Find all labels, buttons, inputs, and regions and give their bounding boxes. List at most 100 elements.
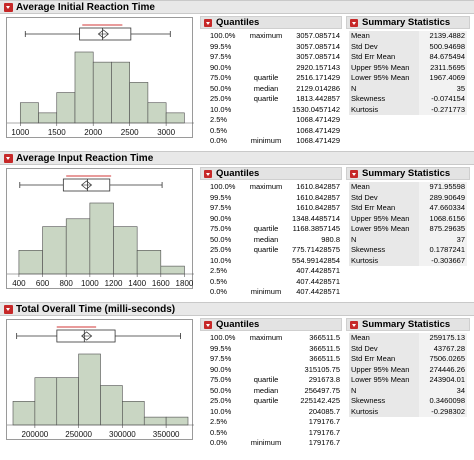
quantile-level: 75.0% [210,375,232,384]
quantile-label [246,417,286,428]
x-tick-label: 1600 [152,279,170,288]
histogram-bar [12,401,36,426]
quantile-label [246,63,286,74]
quantiles-title: Quantiles [216,168,260,179]
quantile-label [246,277,286,288]
histogram-bar [165,416,189,426]
quantile-row: 99.5% 1610.842857 [210,193,340,204]
histogram-bar [42,226,67,275]
quantile-value: 3057.085714 [296,52,340,61]
statistic-name: Std Err Mean [349,203,419,214]
red-triangle-menu-icon[interactable] [4,3,13,12]
quantile-value: 1530.0457142 [292,104,340,114]
summary-statistics-menu-icon[interactable] [350,170,358,178]
quantile-value: 179176.7 [308,438,340,447]
quantile-row: 50.0% median 256497.75 [210,386,340,397]
statistic-value: 0.1787241 [419,245,467,256]
statistic-name: Std Err Mean [349,354,419,365]
summary-statistics-title: Summary Statistics [362,319,451,330]
quantile-value: 366511.5 [309,333,340,342]
quantile-value: 366511.5 [309,343,340,353]
quantile-label: median [253,385,279,395]
summary-statistics-menu-icon[interactable] [350,321,358,329]
red-triangle-menu-icon[interactable] [4,305,13,314]
x-tick-label: 800 [60,279,74,288]
quantiles-menu-icon[interactable] [204,170,212,178]
summary-statistics-menu-icon[interactable] [350,19,358,27]
quantile-level: 25.0% [210,94,232,103]
statistic-row: Upper 95% Mean 2311.5695 [349,62,467,73]
quantile-value: 2920.157143 [296,62,340,72]
quantile-label [246,354,286,365]
quantile-label [246,365,286,376]
red-triangle-menu-icon[interactable] [4,154,13,163]
quantile-row: 25.0% quartile 775.71428575 [210,245,340,256]
quantile-row: 25.0% quartile 1813.442857 [210,94,340,105]
quantile-value: 315105.75 [304,364,340,374]
x-tick-label: 2000 [84,128,102,137]
quantile-label: quartile [253,245,279,254]
histogram-bar [136,250,162,275]
histogram-bar [38,112,58,124]
quantiles-menu-icon[interactable] [204,19,212,27]
panel-initial-reaction-time: Average Initial Reaction Time 1000 1500 20… [0,0,474,150]
quantiles-header: Quantiles [200,318,342,331]
quantile-label [246,126,286,137]
quantile-value: 225142.425 [300,396,340,405]
quantile-row: 0.0% minimum 179176.7 [210,438,340,449]
quantile-label: quartile [253,375,279,384]
histogram-bar [165,112,185,124]
quantiles-menu-icon[interactable] [204,321,212,329]
quantile-row: 75.0% quartile 1168.3857145 [210,224,340,235]
histogram-bar [122,401,145,426]
quantile-label [246,193,286,204]
quantile-row: 75.0% quartile 291673.8 [210,375,340,386]
x-tick-label: 1000 [11,128,29,137]
statistic-name: Std Dev [349,192,419,203]
statistic-value: 0.3460098 [419,396,467,407]
quantile-label [246,115,286,126]
summary-statistics-table: Mean 2139.4882 Std Dev 500.94698 Std Err Mea… [349,31,467,115]
quantile-level: 75.0% [210,224,232,233]
panel-title: Total Overall Time (milli-seconds) [16,304,176,315]
histogram-plot: 400 600 800 1000 1200 1400 1600 1800 [6,168,194,289]
quantile-value: 1068.471429 [296,136,340,145]
statistic-row: Lower 95% Mean 1967.4069 [349,73,467,84]
summary-statistics-table: Mean 259175.13 Std Dev 43767.28 Std Err Mean… [349,333,467,417]
quantile-label [246,407,286,418]
histogram-bar [92,61,112,124]
histogram-bar [160,265,185,275]
quantile-label: median [253,83,279,93]
statistic-name: Std Dev [349,41,419,52]
statistic-name: Kurtosis [349,406,419,417]
statistic-name: N [349,385,419,396]
quantile-value: 3057.085714 [296,41,340,51]
statistic-row: Upper 95% Mean 274446.26 [349,364,467,375]
statistic-value: -0.303667 [419,255,467,266]
statistic-name: Lower 95% Mean [349,375,419,386]
panel-header: Total Overall Time (milli-seconds) [0,302,474,316]
quantile-value: 2129.014286 [296,83,340,93]
summary-statistics-table: Mean 971.95598 Std Dev 289.90649 Std Err Mea… [349,182,467,266]
x-tick-label: 600 [36,279,50,288]
panel-title: Average Input Reaction Time [16,153,154,164]
quantile-row: 2.5% 1068.471429 [210,115,340,126]
statistic-value: 43767.28 [419,343,467,354]
quantile-row: 100.0% maximum 3057.085714 [210,31,340,42]
quantile-row: 97.5% 1610.842857 [210,203,340,214]
statistic-value: 7506.0265 [419,354,467,365]
quantile-value: 3057.085714 [296,31,340,40]
quantile-value: 407.4428571 [296,287,340,296]
quantile-level: 99.5% [210,343,232,353]
histogram-bar [78,353,101,426]
x-tick-label: 400 [12,279,26,288]
statistic-value: 875.29635 [419,224,467,235]
quantile-row: 90.0% 1348.4485714 [210,214,340,225]
summary-statistics-title: Summary Statistics [362,17,451,28]
quantile-level: 2.5% [210,417,228,426]
box-iqr [79,27,132,41]
statistic-row: Kurtosis -0.298302 [349,406,467,417]
summary-statistics-header: Summary Statistics [346,16,470,29]
x-tick-label: 300000 [109,430,136,439]
histogram-bar [89,202,114,275]
